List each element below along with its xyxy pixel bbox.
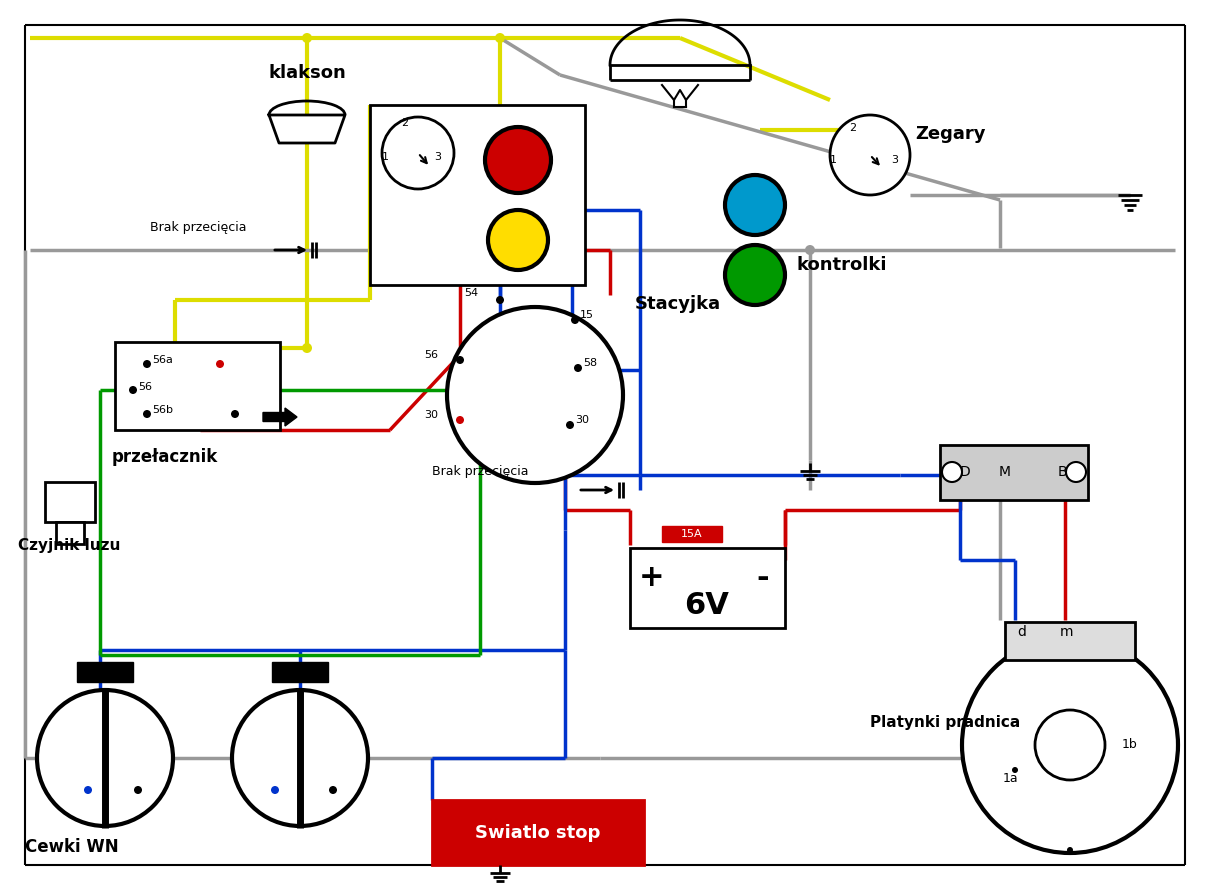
Circle shape [271,786,279,794]
Circle shape [134,786,142,794]
Circle shape [570,316,579,324]
Circle shape [1066,462,1085,482]
Text: 56b: 56b [152,405,172,415]
Text: 56: 56 [425,350,438,360]
Text: D: D [960,465,971,479]
Circle shape [804,245,815,255]
Polygon shape [269,115,345,143]
Text: d: d [1018,625,1026,639]
Circle shape [485,127,551,193]
Text: 1a: 1a [1002,772,1018,784]
Text: Czyjnik luzu: Czyjnik luzu [18,538,121,553]
Circle shape [488,210,548,270]
Text: -: - [756,563,769,593]
Text: 30: 30 [425,410,438,420]
Circle shape [942,462,962,482]
Circle shape [494,33,505,43]
Text: 3: 3 [434,152,441,162]
Text: 30: 30 [575,415,589,425]
Circle shape [496,296,504,304]
Circle shape [725,175,785,235]
Circle shape [382,117,453,189]
Text: B: B [1058,465,1067,479]
Text: 58: 58 [582,358,597,368]
Text: 2: 2 [849,123,856,133]
Circle shape [329,786,336,794]
Circle shape [447,307,624,483]
Text: przełacznik: przełacznik [112,448,218,466]
Bar [939,445,1088,500]
Bar [55,522,84,544]
Bar [77,662,133,682]
Text: m: m [1060,625,1073,639]
Circle shape [725,245,785,305]
Circle shape [1035,710,1105,780]
Circle shape [144,360,151,368]
Circle shape [232,690,368,826]
Bar [115,342,280,430]
Bar [432,800,644,865]
Text: 3: 3 [891,155,898,165]
Text: kontrolki: kontrolki [797,256,888,274]
Circle shape [962,637,1178,853]
Text: Stacyjka: Stacyjka [636,295,721,313]
Circle shape [144,410,151,418]
Text: Swiatlo stop: Swiatlo stop [475,824,601,842]
Text: 1b: 1b [1122,739,1138,751]
Text: 1: 1 [381,152,388,162]
Circle shape [302,33,312,43]
Circle shape [830,115,911,195]
Bar [273,662,328,682]
Text: Cewki WN: Cewki WN [25,838,118,856]
Text: 2: 2 [402,118,409,128]
Text: 15: 15 [580,310,595,320]
Text: 1: 1 [830,155,837,165]
FancyArrow shape [263,408,297,426]
Bar [662,526,722,542]
Circle shape [37,690,172,826]
Circle shape [566,421,574,429]
Circle shape [129,386,137,394]
Text: +: + [639,563,665,593]
Text: Brak przecięcia: Brak przecięcia [432,465,528,478]
Circle shape [232,410,239,418]
Circle shape [1067,847,1073,853]
Circle shape [1012,767,1018,773]
Text: 56: 56 [137,382,152,392]
Text: M: M [999,465,1011,479]
Circle shape [84,786,92,794]
Text: 6V: 6V [685,592,730,620]
Text: Platynki pradnica: Platynki pradnica [870,715,1020,730]
Text: Zegary: Zegary [915,125,985,143]
Circle shape [216,360,224,368]
Text: Brak przecięcia: Brak przecięcia [150,221,246,234]
Text: 15A: 15A [681,529,703,539]
Circle shape [456,416,464,424]
Text: klakson: klakson [268,64,346,82]
Bar [630,548,785,628]
Text: 54: 54 [464,288,478,298]
Bar [370,105,585,285]
Circle shape [456,356,464,364]
Text: 56a: 56a [152,355,172,365]
Bar [1005,622,1135,660]
Bar [45,482,95,522]
Circle shape [574,364,582,372]
Circle shape [302,343,312,353]
